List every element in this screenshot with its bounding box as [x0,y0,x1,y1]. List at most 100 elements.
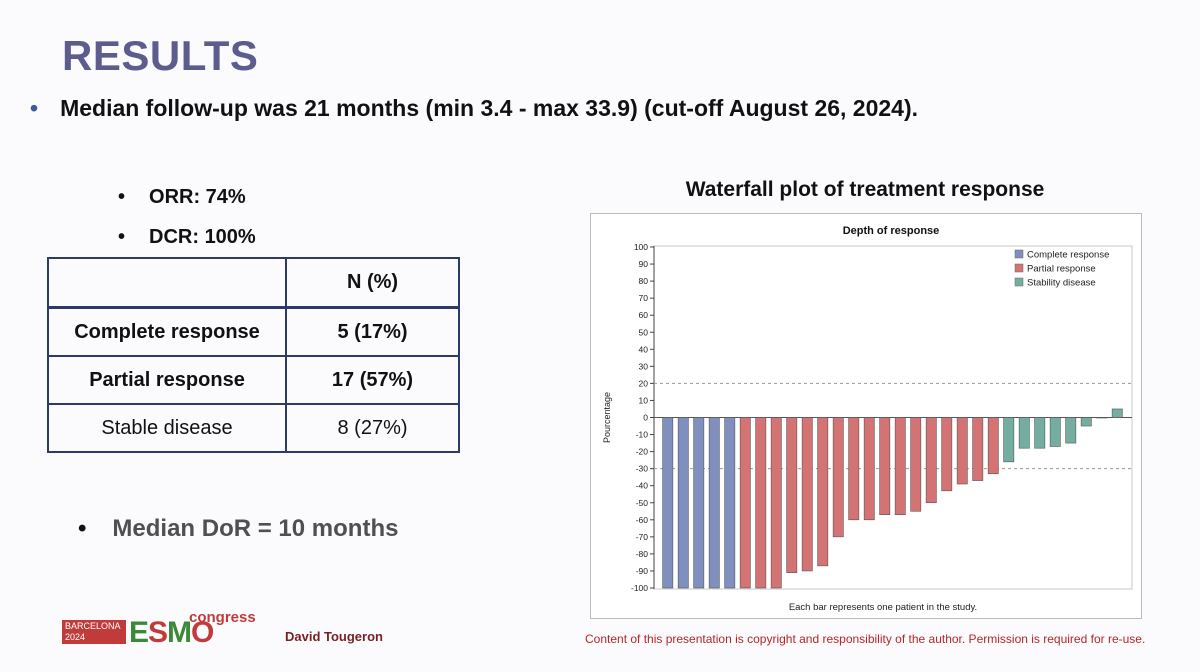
y-tick-label: -80 [636,549,649,559]
waterfall-svg: Depth of response1009080706050403020100-… [602,225,1133,613]
legend-label: Complete response [1027,250,1109,261]
dcr-bullet: • DCR: 100% [118,226,256,249]
table-header-row: N (%) [47,257,460,309]
bar [972,417,984,481]
bar [662,417,674,589]
y-tick-label: 40 [639,344,649,354]
legend-label: Stability disease [1027,278,1096,289]
y-tick-label: -20 [636,447,649,457]
bar [879,417,891,515]
bar [1111,408,1123,418]
logo-letter: E [129,616,149,649]
y-tick-label: 0 [643,413,648,423]
bar [848,417,860,521]
bar [910,417,922,512]
table-row-label: Complete response [47,306,287,357]
bar [801,417,813,572]
follow-up-bullet: • Median follow-up was 21 months (min 3.4… [30,95,1180,122]
bar [693,417,705,589]
y-tick-label: -40 [636,481,649,491]
y-tick-label: 20 [639,378,649,388]
y-tick-label: -30 [636,464,649,474]
table-row: Complete response 5 (17%) [47,306,460,357]
bullet-marker: • [118,186,126,208]
bar [724,417,736,589]
table-row: Partial response 17 (57%) [47,355,460,405]
table-row-value: 5 (17%) [285,306,460,357]
y-tick-label: 80 [639,276,649,286]
bar [770,417,782,589]
y-axis-label: Pourcentage [602,392,612,443]
bar [1065,417,1077,444]
bar [1018,417,1030,449]
bar [708,417,720,589]
y-tick-label: -10 [636,430,649,440]
bar [894,417,906,515]
x-axis-label: Each bar represents one patient in the s… [789,602,977,613]
y-tick-label: 50 [639,327,649,337]
bar [1003,417,1015,463]
table-row-label: Partial response [47,355,287,405]
slide-title: RESULTS [62,32,259,79]
y-tick-label: 100 [634,242,648,252]
bar [677,417,689,589]
orr-bullet: • ORR: 74% [118,186,246,209]
bullet-marker: • [30,95,39,121]
bar [1096,417,1108,419]
dcr-text: DCR: 100% [149,226,256,248]
response-table: N (%) Complete response 5 (17%) Partial … [47,257,460,453]
bar [1080,417,1092,427]
y-tick-label: 90 [639,259,649,269]
bar [956,417,968,485]
y-tick-label: -70 [636,532,649,542]
y-tick-label: 60 [639,310,649,320]
chart-subtitle: Depth of response [843,225,940,237]
legend-swatch [1014,277,1024,287]
y-tick-label: -60 [636,515,649,525]
legend-swatch [1014,249,1024,259]
y-tick-label: -50 [636,498,649,508]
y-tick-label: -90 [636,566,649,576]
legend-swatch [1014,263,1024,273]
logo-congress: congress [189,609,256,626]
copyright-notice: Content of this presentation is copyrigh… [585,632,1146,646]
y-tick-label: 10 [639,395,649,405]
author-name: David Tougeron [285,629,383,644]
bar [739,417,751,589]
bar [832,417,844,538]
y-tick-label: 30 [639,361,649,371]
bar [755,417,767,589]
bullet-marker: • [78,515,87,542]
bar [817,417,829,567]
bar [925,417,937,504]
logo-year: 2024 [65,632,86,642]
bar [987,417,999,475]
logo-letter: O [191,616,214,649]
logo-city-badge: BARCELONA 2024 [62,620,126,644]
waterfall-chart: Depth of response 100 90 80 70 60 50 40 30 20 10 0-… [590,213,1142,619]
bar [1034,417,1046,449]
bar [941,417,953,492]
follow-up-text: Median follow-up was 21 months (min 3.4 … [60,95,919,121]
dor-bullet: • Median DoR = 10 months [78,515,398,543]
bar [786,417,798,573]
dor-text: Median DoR = 10 months [112,515,399,542]
table-header-cell [47,257,287,309]
logo-city: BARCELONA [65,621,121,631]
logo-wordmark: ESMO [129,616,214,650]
table-row: Stable disease 8 (27%) [47,403,460,453]
bullet-marker: • [118,226,126,248]
table-row-value: 8 (27%) [285,403,460,453]
table-row-value: 17 (57%) [285,355,460,405]
y-tick-label: -100 [631,583,648,593]
bar [863,417,875,521]
orr-text: ORR: 74% [149,186,246,208]
table-header-cell: N (%) [285,257,460,309]
esmo-logo: BARCELONA 2024 ESMO congress [62,609,256,650]
logo-letter: M [167,616,192,649]
table-row-label: Stable disease [47,403,287,453]
bar [1049,417,1061,447]
y-tick-label: 70 [639,293,649,303]
logo-letter: S [148,616,168,649]
